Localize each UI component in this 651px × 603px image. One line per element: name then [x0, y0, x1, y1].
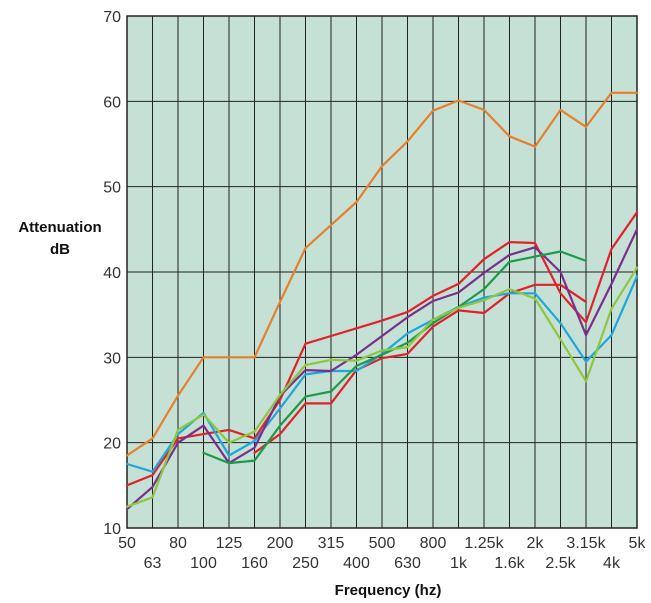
plot-frame: [126, 15, 638, 529]
series-line-7: [125, 266, 639, 508]
x-tick-label: 500: [369, 535, 396, 552]
series-line-3: [253, 283, 588, 454]
y-axis-title-line2: dB: [50, 241, 70, 258]
x-tick-label: 2.5k: [545, 555, 576, 572]
series-line-5: [125, 228, 639, 511]
x-tick-label: 2k: [527, 535, 545, 552]
x-tick-label: 100: [190, 555, 217, 572]
y-tick-labels: 10 20 30 40 50 60 70: [103, 9, 121, 538]
x-tick-label: 250: [292, 555, 319, 572]
x-tick-label: 1.25k: [464, 535, 504, 552]
y-tick-label: 40: [103, 265, 121, 282]
series-group: [125, 91, 639, 511]
x-tick-label: 5k: [629, 535, 647, 552]
x-tick-label: 800: [420, 535, 447, 552]
y-tick-label: 10: [103, 521, 121, 538]
x-axis-title: Frequency (hz): [335, 582, 442, 599]
x-tick-label: 1k: [450, 555, 468, 572]
x-tick-label: 50: [118, 535, 136, 552]
x-tick-label: 630: [394, 555, 421, 572]
x-tick-label: 3.15k: [566, 535, 606, 552]
y-tick-label: 20: [103, 436, 121, 453]
x-tick-label: 400: [343, 555, 370, 572]
series-line-2: [125, 211, 639, 487]
x-tick-label: 80: [169, 535, 187, 552]
y-tick-label: 30: [103, 350, 121, 367]
y-tick-label: 50: [103, 180, 121, 197]
y-tick-label: 60: [103, 94, 121, 111]
y-tick-label: 70: [103, 9, 121, 26]
x-tick-label: 160: [241, 555, 268, 572]
y-axis-title-line1: Attenuation: [18, 219, 101, 236]
x-tick-label: 63: [144, 555, 162, 572]
x-tick-label: 4k: [603, 555, 621, 572]
x-tick-label: 1.6k: [494, 555, 525, 572]
series-line-1: [125, 91, 639, 457]
x-tick-label: 315: [318, 535, 345, 552]
x-tick-label: 125: [216, 535, 243, 552]
x-tick-label: 200: [267, 535, 294, 552]
